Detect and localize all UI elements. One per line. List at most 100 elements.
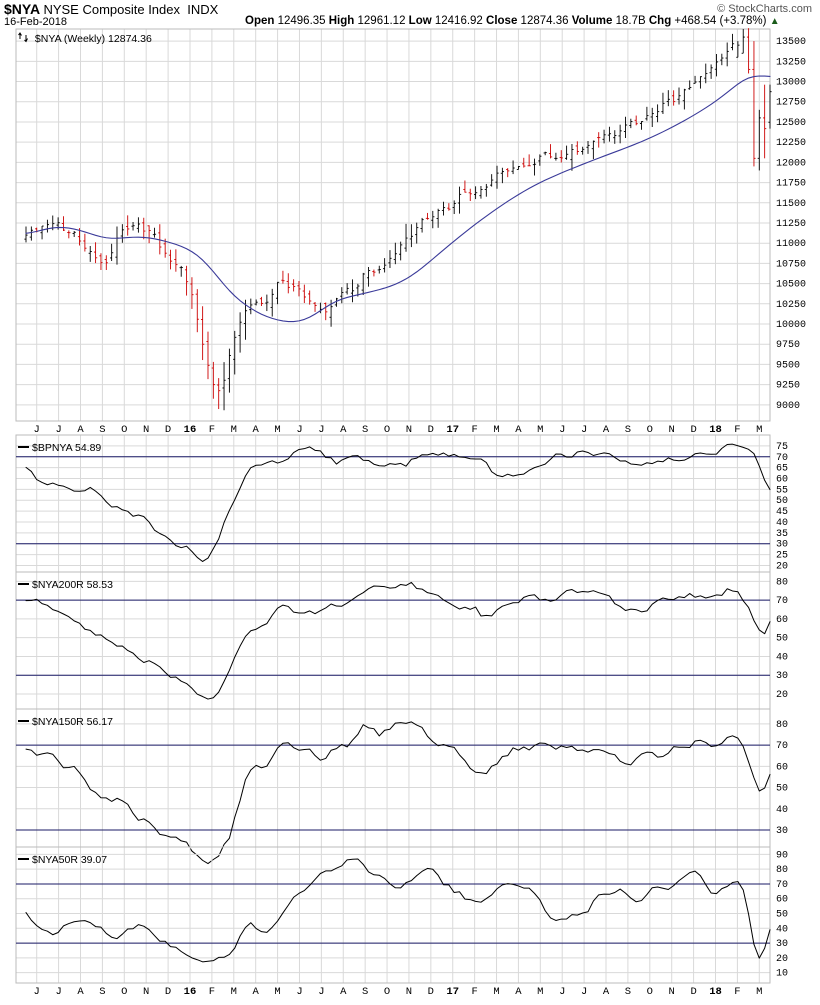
svg-text:M: M — [231, 424, 237, 436]
svg-text:60: 60 — [776, 895, 788, 906]
svg-text:20: 20 — [776, 561, 788, 572]
svg-text:S: S — [625, 986, 631, 998]
svg-text:J: J — [559, 424, 565, 436]
svg-text:A: A — [340, 986, 347, 998]
svg-text:A: A — [253, 986, 260, 998]
svg-text:O: O — [121, 424, 127, 436]
svg-text:10500: 10500 — [776, 280, 806, 291]
svg-text:9000: 9000 — [776, 401, 800, 412]
svg-text:50: 50 — [776, 784, 788, 795]
svg-text:80: 80 — [776, 720, 788, 731]
svg-text:18: 18 — [709, 424, 722, 436]
svg-text:N: N — [669, 986, 675, 998]
svg-text:10: 10 — [776, 969, 788, 980]
svg-text:9500: 9500 — [776, 360, 800, 371]
svg-text:75: 75 — [776, 442, 788, 453]
svg-text:30: 30 — [776, 939, 788, 950]
svg-text:40: 40 — [776, 924, 788, 935]
svg-text:10250: 10250 — [776, 300, 806, 311]
svg-text:M: M — [756, 986, 762, 998]
svg-text:70: 70 — [776, 741, 788, 752]
svg-text:M: M — [537, 986, 543, 998]
svg-text:90: 90 — [776, 850, 788, 861]
svg-text:60: 60 — [776, 615, 788, 626]
svg-text:A: A — [515, 424, 522, 436]
svg-text:12500: 12500 — [776, 118, 806, 129]
svg-text:O: O — [384, 424, 390, 436]
svg-text:O: O — [647, 986, 653, 998]
svg-text:A: A — [603, 986, 610, 998]
svg-text:S: S — [99, 986, 105, 998]
svg-text:M: M — [493, 424, 499, 436]
svg-text:M: M — [493, 986, 499, 998]
svg-text:F: F — [209, 986, 215, 998]
svg-text:F: F — [734, 424, 740, 436]
svg-text:N: N — [143, 424, 149, 436]
svg-text:F: F — [209, 424, 215, 436]
svg-text:O: O — [384, 986, 390, 998]
svg-text:N: N — [406, 986, 412, 998]
svg-text:M: M — [274, 424, 280, 436]
svg-text:50: 50 — [776, 910, 788, 921]
svg-text:16: 16 — [184, 424, 197, 436]
svg-text:13250: 13250 — [776, 57, 806, 68]
svg-text:D: D — [690, 424, 696, 436]
svg-text:S: S — [362, 986, 368, 998]
svg-text:60: 60 — [776, 762, 788, 773]
svg-text:A: A — [77, 424, 84, 436]
svg-text:11500: 11500 — [776, 199, 806, 210]
svg-text:A: A — [253, 424, 260, 436]
svg-text:J: J — [318, 986, 324, 998]
svg-text:11750: 11750 — [776, 179, 806, 190]
svg-text:12750: 12750 — [776, 98, 806, 109]
svg-text:A: A — [515, 986, 522, 998]
svg-text:N: N — [143, 986, 149, 998]
svg-text:F: F — [471, 424, 477, 436]
svg-text:S: S — [362, 424, 368, 436]
svg-text:65: 65 — [776, 464, 788, 475]
svg-text:D: D — [428, 424, 434, 436]
svg-text:12000: 12000 — [776, 158, 806, 169]
svg-text:60: 60 — [776, 474, 788, 485]
svg-text:O: O — [647, 424, 653, 436]
svg-text:40: 40 — [776, 518, 788, 529]
svg-text:10750: 10750 — [776, 259, 806, 270]
svg-text:50: 50 — [776, 496, 788, 507]
svg-text:N: N — [406, 424, 412, 436]
svg-text:J: J — [34, 424, 40, 436]
svg-text:D: D — [690, 986, 696, 998]
svg-text:35: 35 — [776, 529, 788, 540]
svg-text:J: J — [581, 986, 587, 998]
svg-text:F: F — [734, 986, 740, 998]
svg-text:M: M — [231, 986, 237, 998]
svg-text:25: 25 — [776, 551, 788, 562]
svg-text:40: 40 — [776, 652, 788, 663]
svg-text:45: 45 — [776, 507, 788, 518]
svg-text:A: A — [77, 986, 84, 998]
svg-text:70: 70 — [776, 880, 788, 891]
svg-text:M: M — [537, 424, 543, 436]
svg-text:O: O — [121, 986, 127, 998]
svg-text:J: J — [296, 986, 302, 998]
svg-text:D: D — [165, 424, 171, 436]
svg-text:9750: 9750 — [776, 340, 800, 351]
svg-text:J: J — [34, 986, 40, 998]
svg-text:50: 50 — [776, 634, 788, 645]
svg-text:17: 17 — [446, 424, 459, 436]
svg-text:9250: 9250 — [776, 381, 800, 392]
svg-text:D: D — [165, 986, 171, 998]
svg-text:40: 40 — [776, 805, 788, 816]
svg-text:30: 30 — [776, 540, 788, 551]
svg-text:D: D — [428, 986, 434, 998]
svg-text:A: A — [340, 424, 347, 436]
svg-text:S: S — [99, 424, 105, 436]
svg-text:16: 16 — [184, 986, 197, 998]
svg-text:J: J — [559, 986, 565, 998]
svg-text:J: J — [296, 424, 302, 436]
svg-text:J: J — [581, 424, 587, 436]
svg-text:J: J — [55, 424, 61, 436]
svg-text:S: S — [625, 424, 631, 436]
svg-text:12250: 12250 — [776, 138, 806, 149]
svg-text:N: N — [669, 424, 675, 436]
svg-text:30: 30 — [776, 671, 788, 682]
